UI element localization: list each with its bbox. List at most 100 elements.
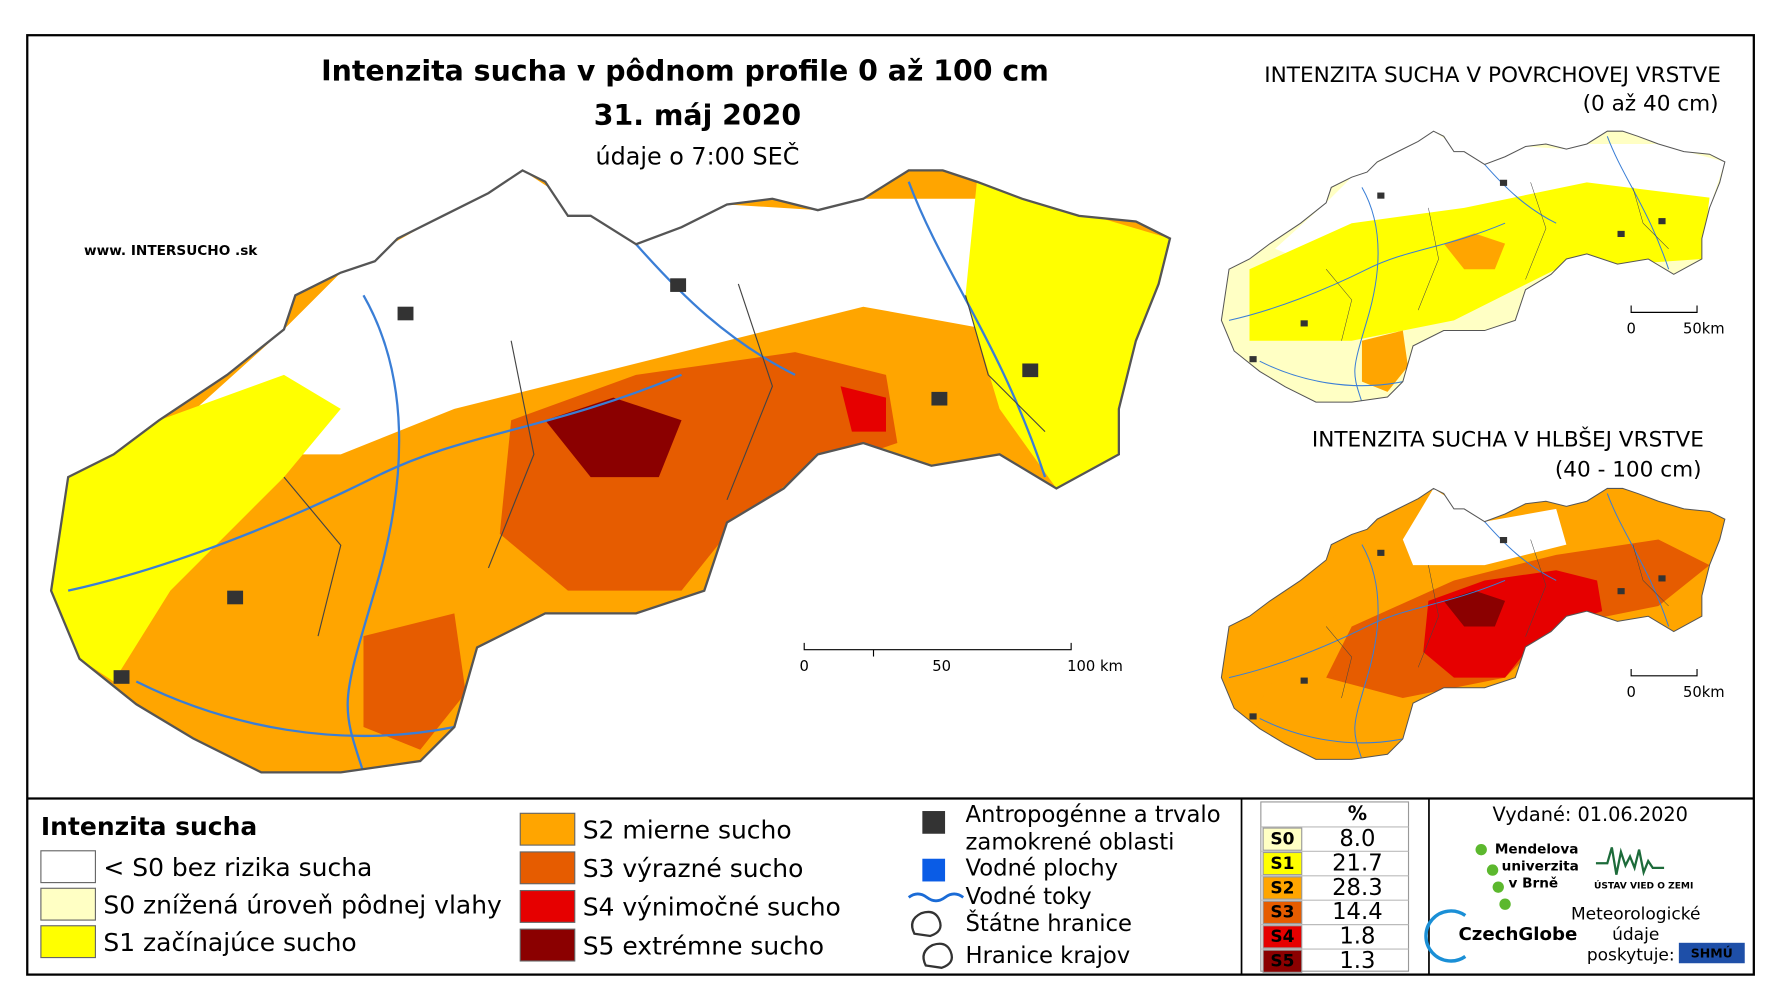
scale-bar [1630,669,1698,677]
urban-area [1499,179,1508,186]
region-border [1632,544,1669,607]
region-border [487,340,535,569]
legend-label: < S0 bez rizika sucha [103,853,372,882]
inset-title: INTENZITA SUCHA V HLBŠEJ VRSTVE [1312,427,1704,453]
logo-dot [1492,881,1504,893]
class-cell [1262,925,1303,949]
river [346,294,401,773]
region-border [1417,207,1439,311]
stats-table: % S0 8.0 S1 21.7 S2 28.3 S3 14.4 S4 1.8 S5 1.3 [1260,801,1410,974]
provider-text: Meteorologické [1571,904,1700,924]
legend-icon [922,811,946,834]
inset-subtitle: (40 - 100 cm) [1555,457,1702,482]
region-border [1417,565,1439,668]
river [1228,222,1506,321]
scale-label: 0 [1626,684,1635,701]
legend-icon [911,910,942,938]
urban-area [113,670,130,684]
table-header: % [1348,802,1367,825]
river [135,680,455,738]
region-border [1632,187,1669,249]
river [1228,579,1506,679]
logo-dot [1499,898,1511,910]
legend-label: S3 výrazné sucho [583,854,804,883]
river [635,243,796,376]
drought-area [1443,590,1506,627]
scale-bar [803,642,1072,651]
class-cell [1262,900,1303,925]
class-code: S3 [1270,903,1294,923]
scale-label: 50km [1683,684,1725,701]
legend-label: zamokrené oblasti [966,829,1175,855]
urban-area [1249,356,1257,363]
region-border [1325,626,1352,699]
legend-swatch [40,925,96,959]
class-cell [1262,827,1303,851]
urban-area [1300,320,1308,327]
legend: < S0 bez rizika sucha S0 znížená úroveň p… [40,802,1221,969]
river [1484,164,1557,224]
class-code: S0 [1270,829,1294,849]
urban-area [670,278,687,292]
logo-text: CzechGlobe [1458,924,1577,945]
class-code: S2 [1270,878,1294,898]
legend-label: S4 výnimočné sucho [583,893,841,922]
legend-swatch [519,889,576,923]
legend-label: Hranice krajov [966,943,1131,969]
legend-swatch [40,887,96,921]
legend-label: Vodné plochy [966,855,1119,881]
river [1606,136,1670,270]
legend-label: S0 znížená úroveň pôdnej vlahy [103,890,502,919]
urban-area [1499,536,1508,544]
class-percent: 8.0 [1339,826,1375,852]
legend-icon [922,942,954,969]
river [1484,521,1557,581]
scale-label: 0 [1626,320,1635,337]
drought-area [363,613,466,750]
scale-label: 50km [1683,320,1725,337]
river [1606,493,1670,627]
legend-label: Štátne hranice [966,909,1132,937]
class-code: S5 [1270,952,1294,972]
region-border [283,476,342,637]
drought-area [170,170,1170,455]
scale-label: 50 [932,658,951,675]
urban-area [1658,575,1666,582]
legend-swatch [519,928,576,962]
river [1259,360,1403,387]
class-percent: 14.4 [1332,899,1383,925]
urban-area [227,590,244,605]
logo-text: SHMÚ [1691,946,1733,961]
class-code: S4 [1270,927,1294,947]
class-cell [1262,949,1303,973]
scale-bar [1630,305,1698,313]
logo-text: univerzita [1502,859,1579,875]
urban-area [1377,549,1385,556]
inset-title: INTENZITA SUCHA V POVRCHOVEJ VRSTVE [1264,63,1721,88]
class-percent: 21.7 [1332,850,1383,876]
time-note: údaje o 7:00 SEČ [596,142,800,170]
drought-area [1361,330,1408,392]
legend-title: Intenzita sucha [41,812,257,841]
provider-text: poskytuje: [1587,945,1675,965]
class-cell [1262,851,1303,876]
footer: Vydané: 01.06.2020 Mendelovauniverzitav … [1424,803,1745,965]
drought-area [840,386,886,432]
legend-label: S5 extrémne sucho [583,931,824,960]
legend-label: S2 mierne sucho [583,815,792,844]
river [67,373,682,592]
urban-area [1249,713,1257,720]
river [1354,544,1379,760]
urban-area [1617,230,1625,238]
class-code: S1 [1270,854,1294,874]
river [907,181,1047,478]
urban-area [1617,588,1625,595]
region-border [1525,539,1547,637]
urban-area [1022,363,1039,378]
scale-label: 100 km [1067,658,1123,675]
logo-text: ÚSTAV VIED O ZEMI [1594,880,1693,892]
legend-icon [922,858,946,882]
legend-label: Antropogénne a trvalo [966,802,1221,828]
